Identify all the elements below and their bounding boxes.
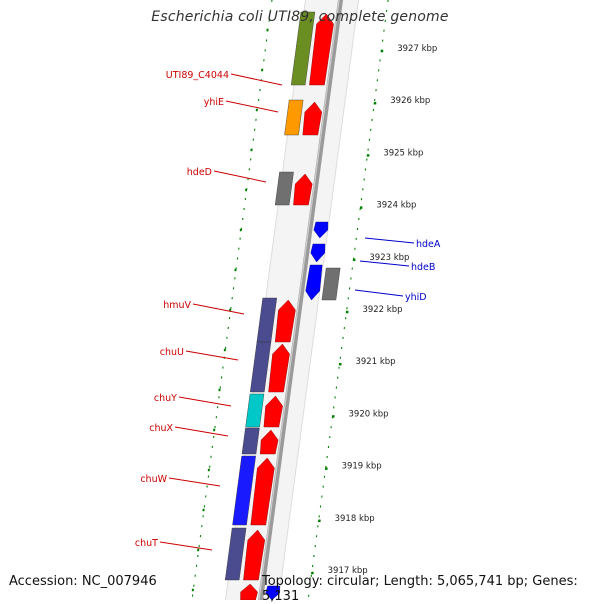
cog-bar-chuy xyxy=(245,393,265,428)
cog-bar-hded xyxy=(274,171,294,206)
scale-label: 3926 kbp xyxy=(390,96,430,106)
gene-label-line xyxy=(225,100,279,113)
cds-arrow-continuation-rev xyxy=(265,585,280,601)
gene-label-hmuv: hmuV xyxy=(163,300,191,311)
genome-backbone xyxy=(257,0,344,604)
cds-arrow-hdeb xyxy=(310,243,326,263)
cds-arrow-yhid xyxy=(305,264,323,301)
gene-label-line xyxy=(168,477,221,487)
cds-arrow-hdea xyxy=(313,221,329,239)
cds-arrow-chuu xyxy=(268,343,290,393)
scale-label: 3924 kbp xyxy=(376,201,416,211)
cog-bar-chuw xyxy=(232,455,256,526)
gene-label-line xyxy=(230,73,283,86)
gene-label-hdeb: hdeB xyxy=(411,262,435,273)
gene-label-hdea: hdeA xyxy=(416,239,441,250)
cog-bar-chux xyxy=(241,427,260,455)
gene-label-line xyxy=(213,170,267,183)
gene-label-chuw: chuW xyxy=(140,474,167,485)
gene-label-hded: hdeD xyxy=(187,167,212,178)
cds-arrow-hded xyxy=(293,173,313,206)
gene-label-yhid: yhiD xyxy=(405,292,427,303)
gene-label-chuy: chuY xyxy=(154,393,177,404)
gene-label-chuu: chuU xyxy=(160,347,184,358)
scale-label: 3925 kbp xyxy=(383,148,423,158)
gene-label-uti89_c4044: UTI89_C4044 xyxy=(166,70,229,81)
gene-label-line xyxy=(354,289,404,297)
cog-bar-uti89_c4044 xyxy=(290,11,316,86)
cds-arrow-uti89_c4044 xyxy=(309,13,334,86)
gene-label-line xyxy=(174,426,229,437)
gene-label-line xyxy=(178,396,232,407)
cog-bar-chuu xyxy=(250,341,272,393)
gene-label-line xyxy=(159,541,213,551)
scale-label: 3918 kbp xyxy=(335,514,375,524)
cds-arrow-chux xyxy=(260,429,279,455)
cog-bar-yhid xyxy=(321,267,341,301)
gene-label-line xyxy=(185,350,239,361)
scale-label: 3917 kbp xyxy=(328,566,368,576)
scale-label: 3920 kbp xyxy=(349,409,389,419)
cds-arrow-yhie xyxy=(302,101,323,136)
scale-label: 3923 kbp xyxy=(369,253,409,263)
backbone-highlight xyxy=(257,0,340,604)
cog-bar-chut xyxy=(224,527,247,581)
gene-label-line xyxy=(192,303,245,315)
cog-bar-yhie xyxy=(284,99,304,136)
cds-arrow-hmuv xyxy=(274,299,296,343)
scale-label: 3922 kbp xyxy=(362,305,402,315)
genome-title: Escherichia coli UTI89, complete genome xyxy=(151,9,449,25)
cds-arrow-chuy xyxy=(263,395,283,428)
cds-arrow-chuw xyxy=(250,457,275,526)
scale-label: 3921 kbp xyxy=(355,357,395,367)
scale-label: 3927 kbp xyxy=(397,44,437,54)
gene-label-yhie: yhiE xyxy=(204,97,224,108)
scale-label: 3919 kbp xyxy=(342,462,382,472)
gene-label-chut: chuT xyxy=(135,538,158,549)
gene-label-chux: chuX xyxy=(149,423,173,434)
cds-arrow-chut xyxy=(243,529,265,581)
gene-label-line xyxy=(364,237,415,244)
accession-text: Accession: NC_007946 xyxy=(9,574,157,589)
gene-label-line xyxy=(359,260,410,267)
